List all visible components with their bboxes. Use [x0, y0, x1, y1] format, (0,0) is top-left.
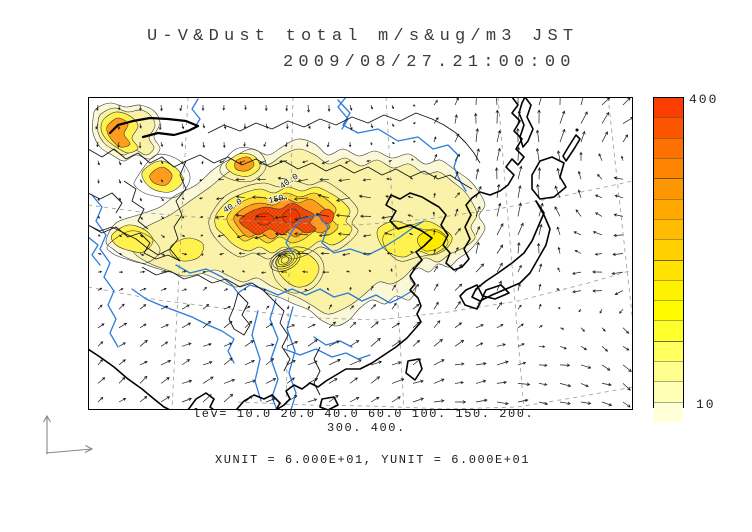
map-svg: 40.0 150.40.0 [88, 97, 633, 410]
colorbar-segment [654, 198, 683, 219]
colorbar-segment [654, 98, 683, 118]
colorbar [653, 97, 684, 422]
colorbar-segment [654, 117, 683, 138]
dust-shading-layer [92, 102, 486, 327]
colorbar-segment [654, 239, 683, 260]
colorbar-segment [654, 259, 683, 280]
colorbar-segment [654, 178, 683, 199]
country-borders-layer [88, 112, 481, 396]
colorbar-segment [654, 218, 683, 240]
map-frame-border [88, 97, 633, 410]
contour-levels-legend-line2: 300. 400. [327, 421, 406, 435]
map-plot-area: 40.0 150. 40.0 [88, 97, 633, 410]
chart-title: U-V&Dust total m/s&ug/m3 JST [147, 27, 579, 46]
xy-reference-arrows-icon [43, 414, 94, 454]
colorbar-segment [654, 340, 683, 362]
colorbar-segment [654, 137, 683, 158]
colorbar-min-label: 10 [696, 397, 716, 412]
coastlines-layer [88, 97, 581, 410]
chart-subtitle-datetime: 2009/08/27.21:00:00 [283, 53, 576, 72]
colorbar-segment [654, 381, 683, 402]
colorbar-segment [654, 157, 683, 179]
colorbar-segment [654, 320, 683, 341]
colorbar-segment [654, 361, 683, 382]
colorbar-max-label: 400 [689, 92, 719, 107]
colorbar-segment [654, 401, 683, 422]
wind-vectors-layer [95, 97, 633, 408]
colorbar-segment [654, 300, 683, 321]
colorbar-segment [654, 279, 683, 301]
vector-units-label: XUNIT = 6.000E+01, YUNIT = 6.000E+01 [215, 453, 531, 467]
contour-levels-legend-line1: lev= 10.0 20.0 40.0 60.0 100. 150. 200. [193, 407, 535, 421]
